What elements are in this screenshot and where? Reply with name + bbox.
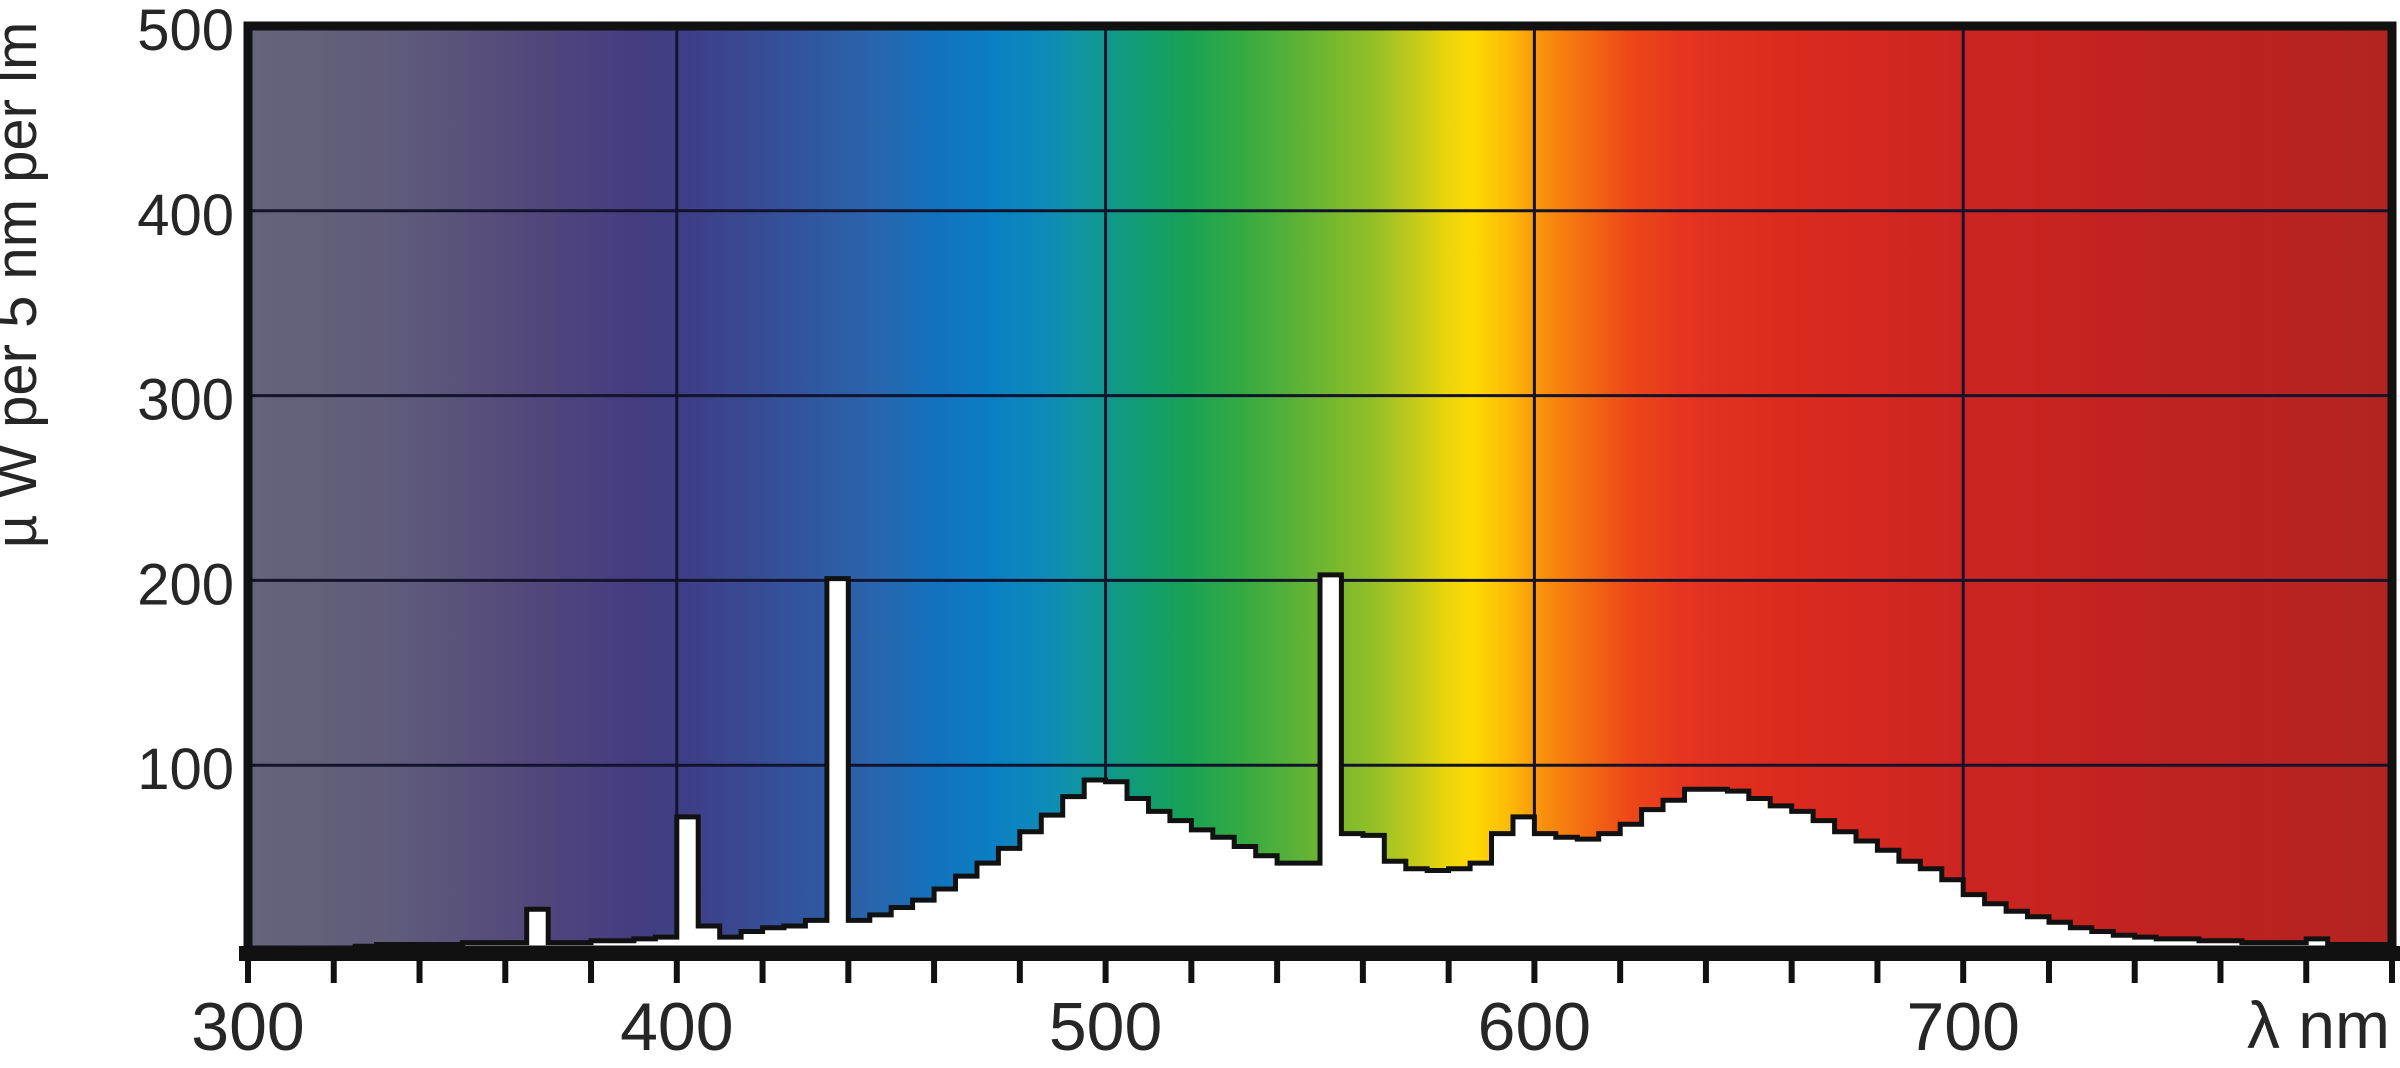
- y-axis-title: µ W per 5 nm per lm: [0, 22, 49, 549]
- x-tick-label: 700: [1906, 989, 2019, 1065]
- x-tick-label: 400: [620, 989, 733, 1065]
- y-tick-label: 300: [137, 368, 234, 433]
- y-tick-label: 100: [137, 737, 234, 802]
- x-tick-label: 500: [1049, 989, 1162, 1065]
- x-tick-label: 300: [191, 989, 304, 1065]
- spd-curve: [248, 572, 2392, 953]
- y-tick-label: 500: [137, 0, 234, 63]
- x-axis-unit-label: λ nm: [2247, 988, 2390, 1062]
- gridlines: [248, 26, 2392, 950]
- y-tick-label: 200: [137, 552, 234, 617]
- x-axis-line: [239, 946, 2400, 961]
- y-tick-label: 400: [137, 183, 234, 248]
- x-tick-label: 600: [1478, 989, 1591, 1065]
- x-axis-ticks: [245, 961, 2395, 983]
